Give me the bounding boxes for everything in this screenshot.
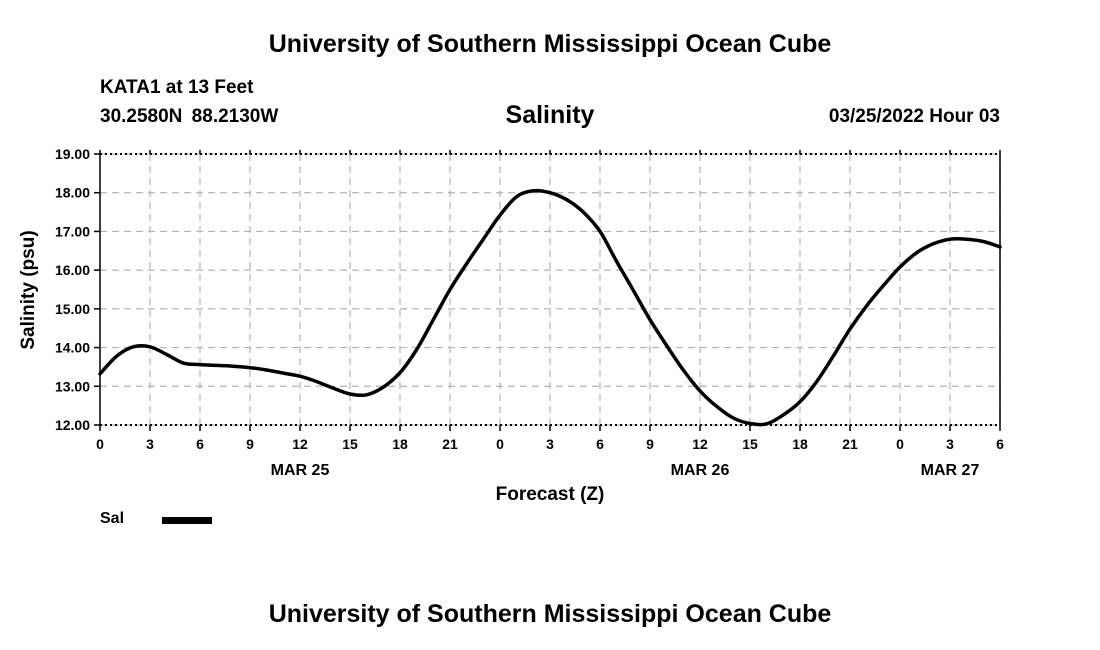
y-tick-label: 15.00: [55, 301, 90, 317]
x-tick-label: 3: [946, 436, 954, 452]
y-tick-label: 13.00: [55, 378, 90, 394]
station-coordinates: 30.2580N 88.2130W: [100, 106, 279, 127]
x-tick-label: 6: [596, 436, 604, 452]
x-tick-label: 9: [646, 436, 654, 452]
x-tick-label: 6: [996, 436, 1004, 452]
x-tick-label: 15: [342, 436, 358, 452]
series-line-sal: [98, 188, 1002, 427]
x-tick-label: 12: [692, 436, 708, 452]
x-tick-label: 21: [442, 436, 458, 452]
date-label: MAR 27: [921, 462, 980, 479]
x-tick-label: 0: [896, 436, 904, 452]
legend-swatch: [162, 517, 212, 524]
x-axis-ticks: 0 3 6 9 12 15 18 21 0 3 6 9 12 15 18 21 0 3 6: [96, 150, 1004, 452]
y-tick-label: 18.00: [55, 185, 90, 201]
x-axis-label: Forecast (Z): [496, 484, 605, 505]
y-tick-label: 19.00: [55, 146, 90, 162]
y-tick-label: 17.00: [55, 223, 90, 239]
x-tick-label: 0: [96, 436, 104, 452]
x-tick-label: 21: [842, 436, 858, 452]
x-tick-label: 18: [792, 436, 808, 452]
x-tick-label: 15: [742, 436, 758, 452]
y-axis-ticks: 12.00 13.00 14.00 15.00 16.00 17.00 18.00 19.00: [55, 146, 100, 433]
issued-time: 03/25/2022 Hour 03: [828, 106, 1000, 127]
footer-title: University of Southern Mississippi Ocean…: [268, 600, 832, 628]
x-tick-label: 9: [246, 436, 254, 452]
legend-label: Sal: [100, 510, 125, 527]
x-tick-label: 6: [196, 436, 204, 452]
x-tick-label: 18: [392, 436, 408, 452]
y-tick-label: 14.00: [55, 340, 90, 356]
y-axis-label: Salinity (psu): [18, 230, 39, 349]
x-tick-label: 12: [292, 436, 308, 452]
x-tick-label: 3: [146, 436, 154, 452]
date-label: MAR 25: [271, 462, 330, 479]
x-tick-label: 3: [546, 436, 554, 452]
x-tick-label: 0: [496, 436, 504, 452]
chart-grid: [99, 153, 1001, 426]
date-label: MAR 26: [671, 462, 730, 479]
y-tick-label: 16.00: [55, 262, 90, 278]
chart-title: Salinity: [505, 101, 595, 129]
y-tick-label: 12.00: [55, 417, 90, 433]
page-title: University of Southern Mississippi Ocean…: [268, 30, 832, 58]
date-labels: MAR 25 MAR 26 MAR 27: [271, 462, 980, 479]
station-label: KATA1 at 13 Feet: [100, 77, 254, 98]
